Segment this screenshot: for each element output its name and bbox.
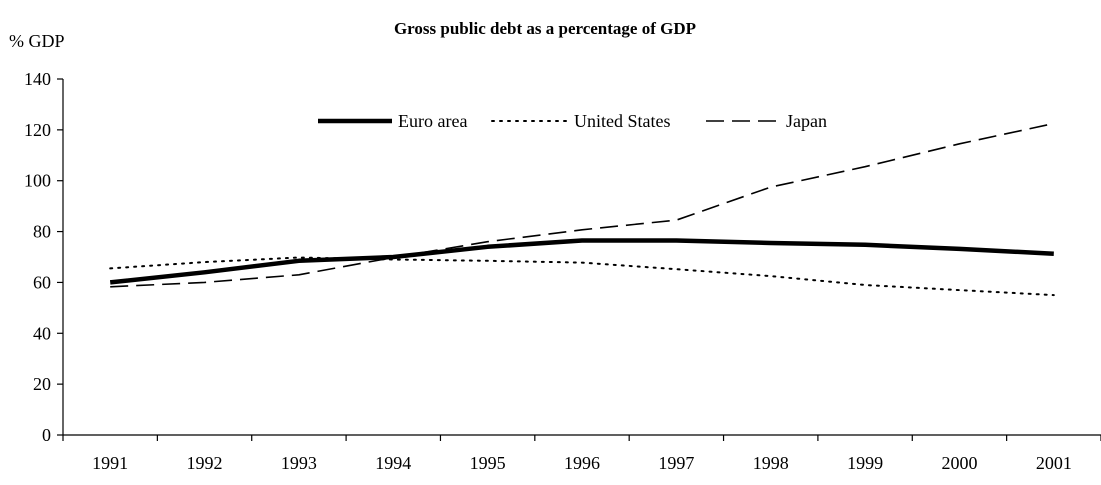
x-tick-label: 1996 xyxy=(564,453,600,473)
x-tick-label: 1997 xyxy=(658,453,694,473)
x-tick-label: 1992 xyxy=(187,453,223,473)
y-tick-label: 140 xyxy=(24,69,51,89)
y-axis-unit-label: % GDP xyxy=(9,31,65,51)
legend-label-japan: Japan xyxy=(786,111,827,131)
y-tick-label: 20 xyxy=(33,374,51,394)
x-tick-label: 1999 xyxy=(847,453,883,473)
x-tick-label: 1994 xyxy=(375,453,411,473)
series-lines xyxy=(109,122,1055,297)
legend: Euro area United States Japan xyxy=(318,111,827,131)
x-tick-label: 2000 xyxy=(941,453,977,473)
y-tick-label: 40 xyxy=(33,323,51,343)
x-tick-label: 1991 xyxy=(92,453,128,473)
y-tick-label: 0 xyxy=(42,425,51,445)
chart-title: Gross public debt as a percentage of GDP xyxy=(394,19,696,38)
y-tick-label: 60 xyxy=(33,272,51,292)
series-line-japan xyxy=(110,122,1054,288)
x-tick-label: 1993 xyxy=(281,453,317,473)
legend-label-united-states: United States xyxy=(574,111,671,131)
x-tick-label: 1995 xyxy=(470,453,506,473)
y-tick-label: 120 xyxy=(24,120,51,140)
series-line-united-states xyxy=(109,256,1055,297)
series-line-euro-area xyxy=(109,238,1054,285)
x-tick-label: 1998 xyxy=(753,453,789,473)
axes: 0 20 40 60 80 100 120 140 1991 1992 1993 1994 1995 19… xyxy=(24,69,1101,473)
y-tick-label: 80 xyxy=(33,222,51,242)
y-tick-label: 100 xyxy=(24,171,51,191)
legend-label-euro-area: Euro area xyxy=(398,111,467,131)
x-tick-label: 2001 xyxy=(1036,453,1072,473)
